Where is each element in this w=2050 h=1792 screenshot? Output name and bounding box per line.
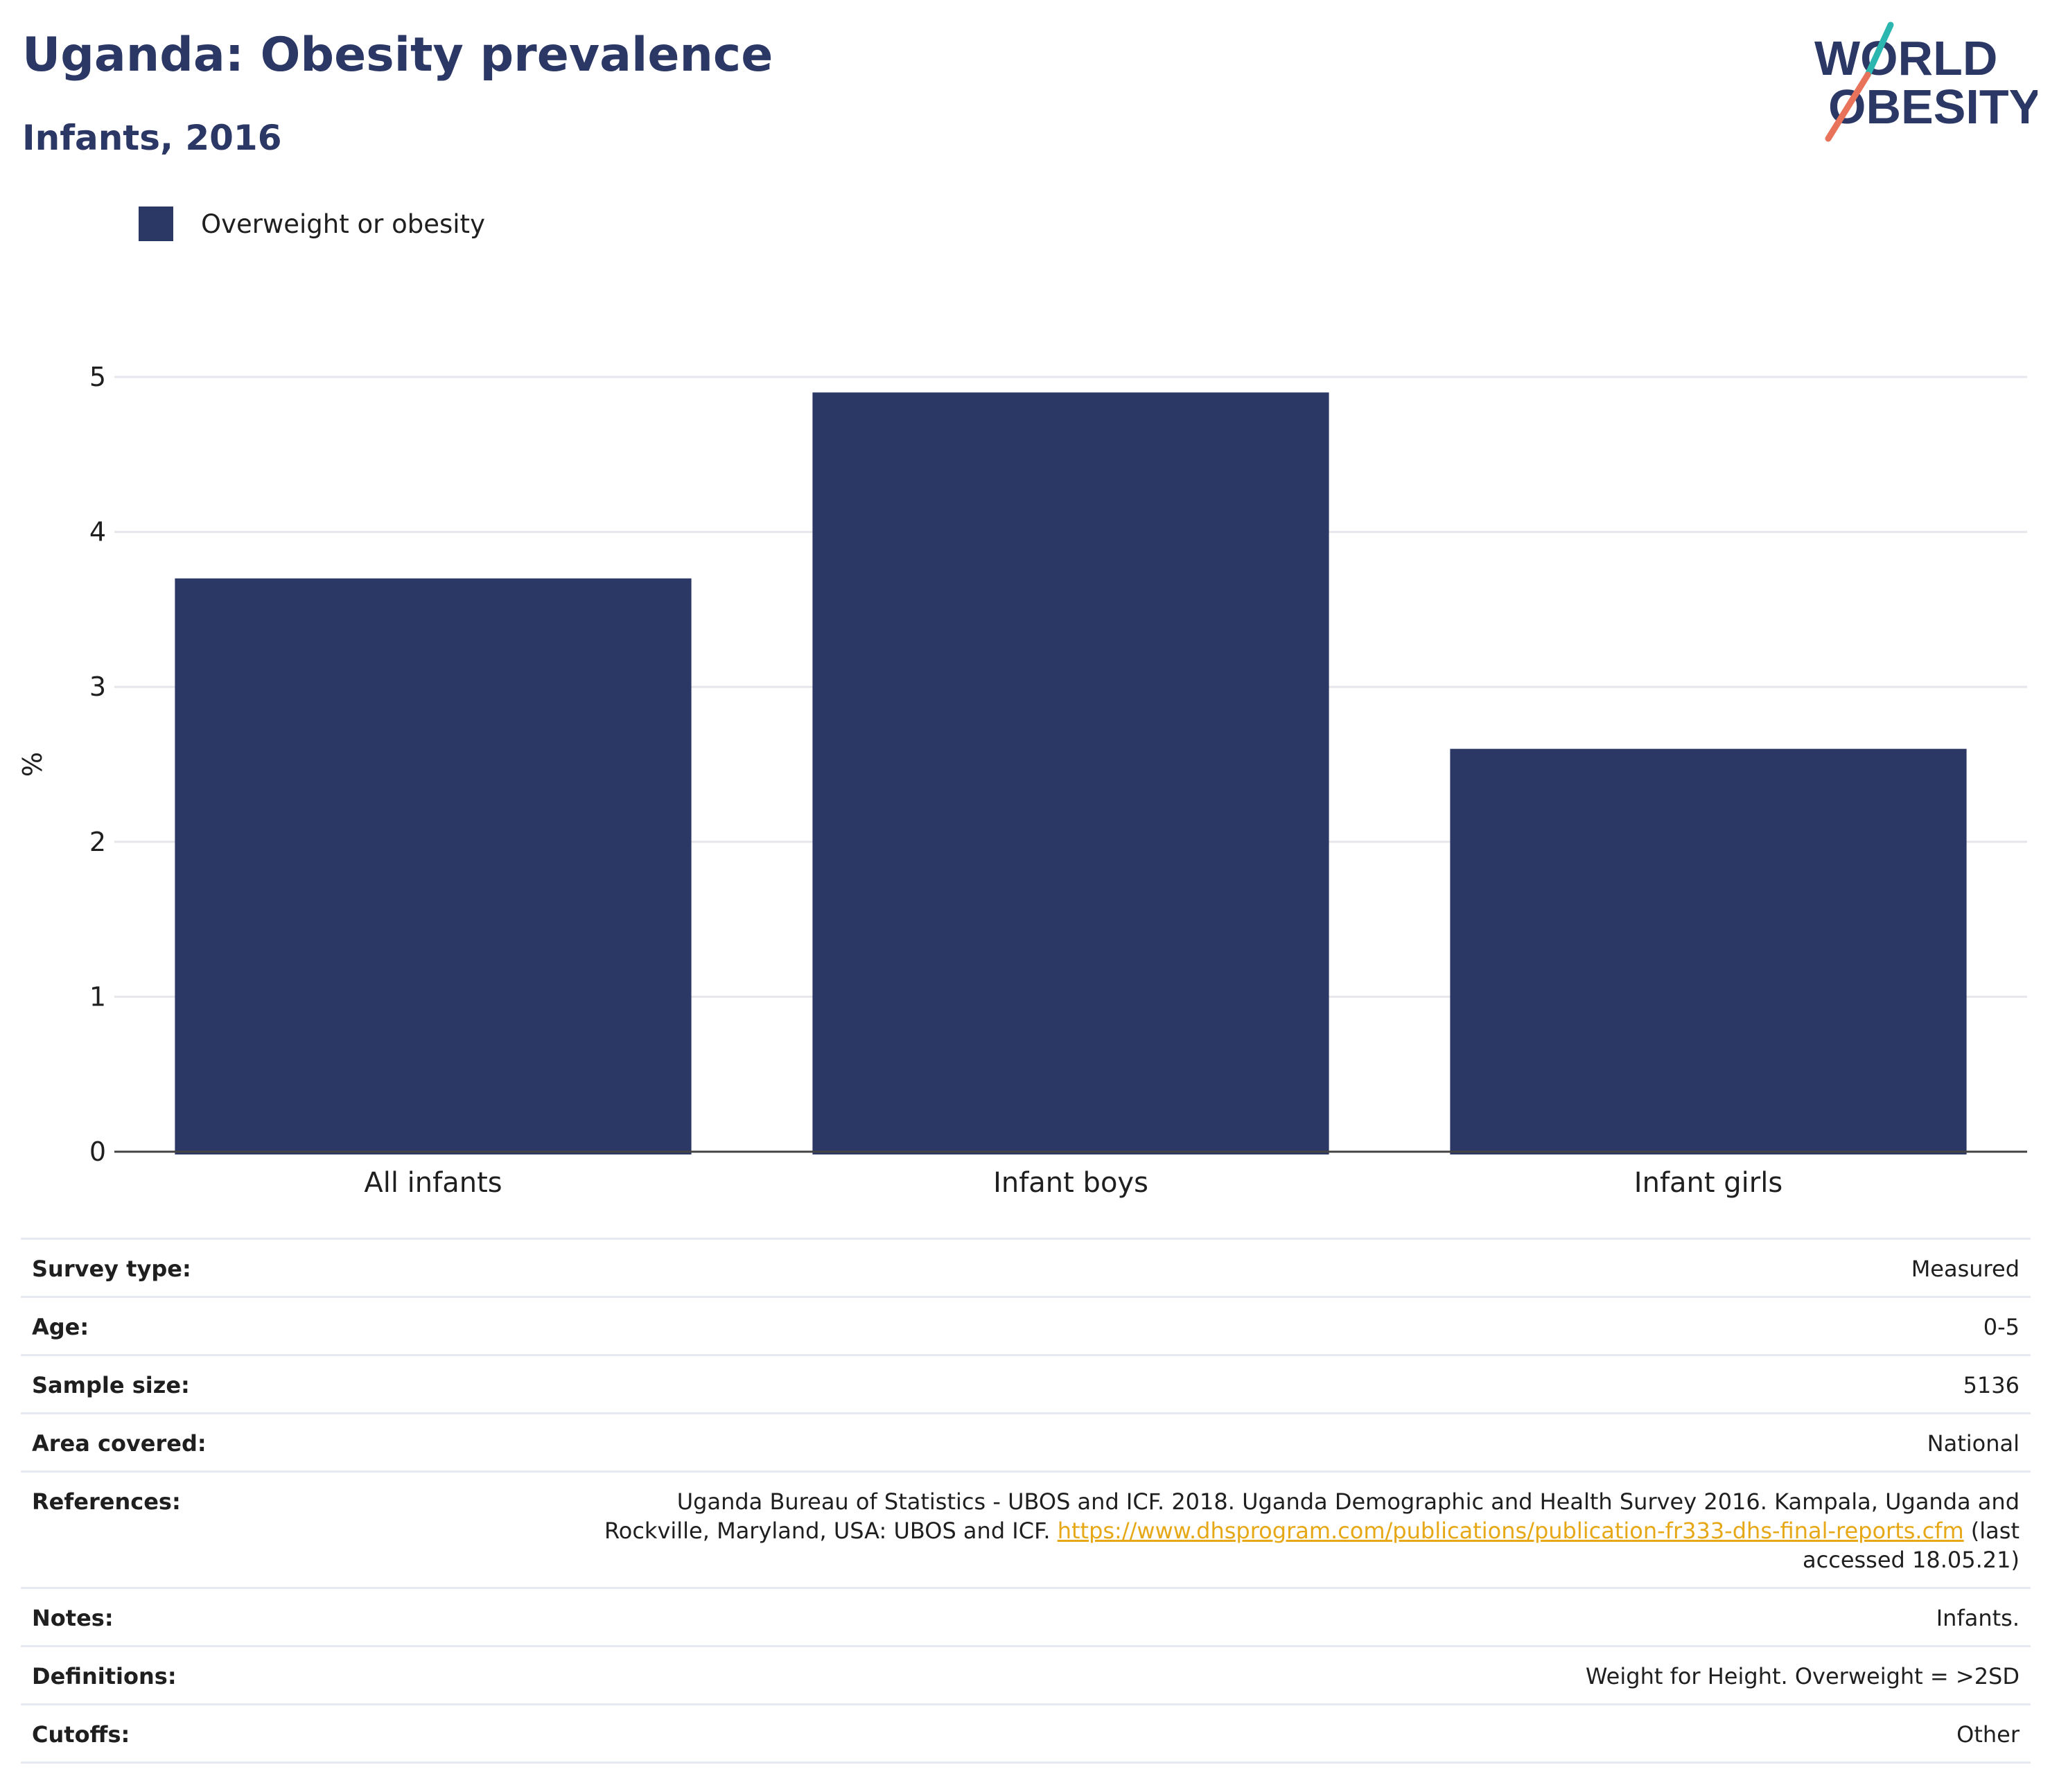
- meta-key: Age:: [32, 1314, 89, 1340]
- bar-infant-boys: [812, 392, 1329, 1154]
- bars: [175, 392, 1967, 1154]
- meta-row-age: Age: 0-5: [21, 1298, 2031, 1356]
- y-tick-label: 5: [89, 362, 106, 392]
- meta-row-cutoffs: Cutoffs: Other: [21, 1705, 2031, 1764]
- meta-row-references: References: Uganda Bureau of Statistics …: [21, 1473, 2031, 1589]
- meta-row-definitions: Definitions: Weight for Height. Overweig…: [21, 1647, 2031, 1705]
- meta-key: Area covered:: [32, 1430, 207, 1457]
- x-category-labels: All infants Infant boys Infant girls: [364, 1167, 1782, 1199]
- meta-key: Cutoffs:: [32, 1721, 130, 1748]
- chart-legend: Overweight or obesity: [139, 205, 485, 243]
- meta-value: Other: [1956, 1721, 2020, 1748]
- logo-line1: WORLD: [1814, 31, 1997, 85]
- y-tick-label: 4: [89, 517, 106, 547]
- logo-accent-teal: [1864, 21, 1894, 78]
- meta-key: Notes:: [32, 1605, 114, 1631]
- meta-value: Weight for Height. Overweight = >2SD: [1585, 1663, 2020, 1689]
- y-tick-label: 0: [89, 1136, 106, 1167]
- meta-key: Definitions:: [32, 1663, 177, 1689]
- bar-all-infants: [175, 578, 692, 1154]
- meta-key: Sample size:: [32, 1372, 190, 1398]
- x-category-label: Infant girls: [1634, 1167, 1782, 1199]
- y-tick-label: 2: [89, 827, 106, 857]
- meta-value: Measured: [1911, 1256, 2020, 1282]
- survey-metadata-table: Survey type: Measured Age: 0-5 Sample si…: [21, 1238, 2031, 1764]
- meta-row-survey-type: Survey type: Measured: [21, 1240, 2031, 1298]
- meta-key: References:: [32, 1488, 181, 1515]
- world-obesity-logo: WORLD OBESITY: [1814, 21, 2038, 142]
- y-axis-title: %: [17, 752, 48, 777]
- bar-infant-girls: [1450, 748, 1967, 1154]
- meta-row-sample-size: Sample size: 5136: [21, 1356, 2031, 1414]
- chart-title: Uganda: Obesity prevalence: [22, 28, 773, 82]
- x-category-label: All infants: [364, 1167, 502, 1199]
- meta-value: 5136: [1963, 1372, 2020, 1398]
- reference-text: Uganda Bureau of Statistics - UBOS and I…: [604, 1488, 2020, 1544]
- x-category-label: Infant boys: [993, 1167, 1148, 1199]
- logo-accent-coral: [1825, 71, 1871, 142]
- meta-row-notes: Notes: Infants.: [21, 1589, 2031, 1647]
- legend-swatch: [139, 207, 173, 241]
- legend-label: Overweight or obesity: [201, 209, 485, 239]
- meta-value: 0-5: [1983, 1314, 2020, 1340]
- meta-value: National: [1927, 1430, 2020, 1457]
- y-tick-label: 3: [89, 671, 106, 702]
- meta-value: Infants.: [1936, 1605, 2020, 1631]
- y-tick-labels: 0 1 2 3 4 5: [89, 362, 106, 1167]
- chart-subtitle: Infants, 2016: [22, 118, 282, 158]
- reference-accessed: (last accessed 18.05.21): [1803, 1518, 2020, 1573]
- logo-line2: OBESITY: [1828, 80, 2038, 134]
- meta-value-references: Uganda Bureau of Statistics - UBOS and I…: [585, 1487, 2020, 1574]
- meta-row-area-covered: Area covered: National: [21, 1414, 2031, 1473]
- reference-link[interactable]: https://www.dhsprogram.com/publications/…: [1057, 1518, 1964, 1544]
- y-tick-label: 1: [89, 981, 106, 1012]
- bar-chart: 0 1 2 3 4 5 All infants Infant boys Infant girl…: [17, 362, 2027, 1199]
- meta-key: Survey type:: [32, 1256, 191, 1282]
